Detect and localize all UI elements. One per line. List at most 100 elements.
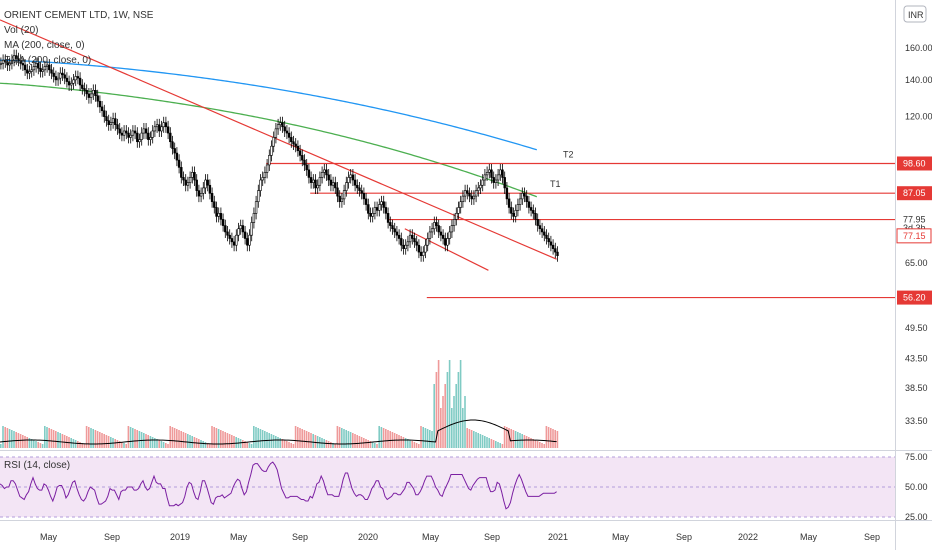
candle-body bbox=[514, 210, 517, 217]
volume-bar bbox=[389, 431, 391, 448]
candle-body bbox=[545, 234, 548, 239]
candle-body bbox=[534, 213, 537, 220]
volume-bar bbox=[217, 429, 220, 448]
volume-bar bbox=[59, 433, 61, 448]
candle-body bbox=[61, 72, 64, 76]
candle-body bbox=[232, 241, 236, 246]
candle-body bbox=[177, 159, 181, 168]
candle-body bbox=[287, 132, 291, 138]
candle-body bbox=[26, 69, 29, 74]
volume-bar bbox=[149, 436, 152, 448]
candle-body bbox=[435, 222, 438, 226]
volume-bar bbox=[475, 432, 477, 448]
candle-body bbox=[210, 193, 214, 203]
candle-body bbox=[298, 150, 302, 156]
symbol-legend[interactable]: ORIENT CEMENT LTD, 1W, NSE bbox=[4, 10, 154, 21]
volume-bar bbox=[55, 431, 57, 448]
volume-bar bbox=[547, 427, 550, 448]
currency-button[interactable] bbox=[903, 5, 927, 23]
candle-body bbox=[89, 93, 93, 98]
volume-bar bbox=[435, 372, 438, 448]
volume-bar bbox=[413, 442, 416, 448]
volume-bar bbox=[407, 439, 409, 448]
volume-bar bbox=[411, 441, 413, 448]
ema-200-line bbox=[0, 59, 537, 151]
vol-legend[interactable]: Vol (20) bbox=[4, 25, 39, 36]
volume-bar bbox=[270, 434, 273, 448]
rsi-label[interactable]: RSI (14, close) bbox=[4, 460, 71, 471]
volume-bar bbox=[387, 430, 389, 448]
candle-body bbox=[19, 59, 22, 64]
candle-body bbox=[303, 159, 306, 166]
volume-bar bbox=[371, 442, 374, 448]
candle-body bbox=[296, 145, 300, 152]
volume-bar bbox=[160, 441, 163, 448]
candle-body bbox=[254, 201, 258, 214]
volume-bar bbox=[28, 438, 31, 448]
candle-body bbox=[129, 134, 132, 138]
candle-body bbox=[540, 228, 544, 233]
volume-bar bbox=[402, 437, 405, 448]
candle-body bbox=[10, 59, 14, 64]
volume-bar bbox=[312, 434, 314, 448]
candles bbox=[0, 49, 559, 262]
volume-bar bbox=[325, 440, 328, 448]
candle-body bbox=[470, 195, 473, 200]
volume-bar bbox=[204, 442, 207, 448]
candle-body bbox=[96, 95, 99, 102]
ema-legend[interactable]: EMA (200, close, 0) bbox=[4, 55, 92, 66]
candle-body bbox=[318, 177, 322, 186]
candle-body bbox=[147, 132, 150, 140]
volume-bar bbox=[345, 430, 347, 448]
candle-body bbox=[250, 222, 253, 236]
volume-bar bbox=[182, 432, 185, 448]
volume-bar bbox=[466, 428, 468, 448]
candle-body bbox=[120, 132, 124, 136]
volume-bar bbox=[341, 428, 343, 448]
volume-bar bbox=[173, 428, 176, 448]
price-tick-label: 160.00 bbox=[905, 43, 932, 53]
candle-body bbox=[263, 172, 267, 178]
candle-body bbox=[433, 222, 436, 230]
volume-bar bbox=[424, 428, 427, 448]
volume-bar bbox=[13, 431, 15, 448]
time-tick-label: May bbox=[612, 532, 630, 542]
volume-bar bbox=[26, 437, 28, 448]
candle-body bbox=[512, 213, 515, 217]
volume-bar bbox=[6, 428, 9, 448]
candle-body bbox=[248, 234, 251, 246]
volume-bar bbox=[88, 427, 90, 448]
candle-body bbox=[360, 190, 363, 194]
candle-body bbox=[131, 130, 135, 136]
candle-body bbox=[312, 179, 315, 183]
candle-body bbox=[153, 126, 157, 132]
candle-body bbox=[224, 225, 227, 233]
volume-bar bbox=[550, 428, 552, 448]
candle-body bbox=[144, 128, 148, 134]
volume-bar bbox=[116, 440, 119, 448]
ma-legend[interactable]: MA (200, close, 0) bbox=[4, 40, 85, 51]
candle-body bbox=[503, 177, 506, 189]
candle-body bbox=[316, 184, 319, 189]
volume-bar bbox=[556, 431, 559, 448]
candle-body bbox=[270, 145, 273, 156]
volume-bar bbox=[543, 444, 545, 448]
volume-bar bbox=[277, 437, 279, 448]
candle-body bbox=[367, 204, 370, 214]
candle-body bbox=[221, 219, 225, 226]
price-tick-label: 49.50 bbox=[905, 323, 928, 333]
candle-body bbox=[556, 251, 559, 256]
volume-bar bbox=[83, 444, 86, 448]
volume-bar bbox=[259, 429, 262, 448]
volume-bar bbox=[211, 426, 213, 448]
volume-bar bbox=[415, 443, 418, 448]
candle-body bbox=[235, 234, 238, 246]
volume-bar bbox=[420, 426, 422, 448]
candle-body bbox=[166, 126, 170, 134]
candle-body bbox=[208, 184, 212, 194]
volume-bar bbox=[228, 434, 231, 448]
price-tick-label: 65.00 bbox=[905, 258, 928, 268]
candle-body bbox=[103, 110, 106, 117]
volume-bar bbox=[46, 427, 48, 448]
volume-bar bbox=[33, 440, 35, 448]
